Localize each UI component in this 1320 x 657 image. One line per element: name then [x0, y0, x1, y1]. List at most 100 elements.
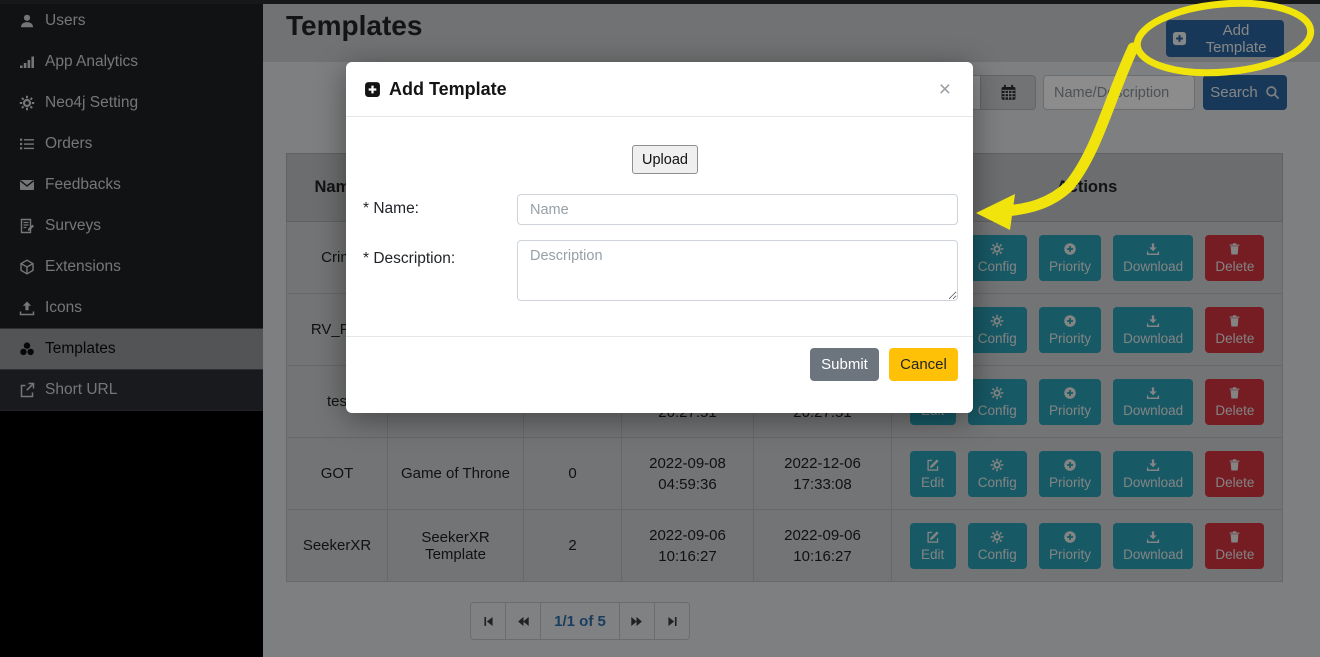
priority-button[interactable]: Priority [1038, 522, 1101, 569]
cancel-button[interactable]: Cancel [889, 348, 958, 381]
delete-button[interactable]: Delete [1205, 306, 1265, 353]
cell-actions: Edit Config Priority Download Delete [891, 365, 1283, 438]
plus-circle-icon [1063, 458, 1077, 472]
page-prev-button[interactable] [506, 602, 541, 640]
sidebar-item-feedbacks[interactable]: Feedbacks [0, 164, 263, 205]
download-button[interactable]: Download [1113, 234, 1194, 281]
delete-label: Delete [1215, 330, 1255, 346]
window-top-edge [0, 0, 1320, 4]
description-field[interactable] [517, 240, 958, 301]
download-button[interactable]: Download [1113, 522, 1194, 569]
sidebar-item-icons[interactable]: Icons [0, 287, 263, 328]
cell-created: 2022-09-08 04:59:36 [621, 437, 754, 510]
sidebar-item-app-analytics[interactable]: App Analytics [0, 41, 263, 82]
sidebar-item-orders[interactable]: Orders [0, 123, 263, 164]
sidebar-item-surveys[interactable]: Surveys [0, 205, 263, 246]
config-button[interactable]: Config [967, 378, 1027, 425]
gear-icon [990, 530, 1004, 544]
shapes-icon [18, 341, 35, 358]
pagination: 1/1 of 5 [470, 602, 690, 640]
edit-icon [926, 530, 940, 544]
modal-title: Add Template [364, 79, 507, 100]
sidebar-item-users[interactable]: Users [0, 0, 263, 41]
delete-button[interactable]: Delete [1205, 522, 1265, 569]
created-time: 04:59:36 [658, 475, 717, 493]
delete-label: Delete [1215, 474, 1255, 490]
page-next-button[interactable] [620, 602, 655, 640]
sidebar-item-label: Feedbacks [45, 175, 121, 193]
trash-icon [1228, 458, 1241, 472]
table-row: GOT Game of Throne 0 2022-09-08 04:59:36… [286, 437, 1283, 510]
download-icon [1146, 386, 1160, 400]
cell-created: 2022-09-06 10:16:27 [621, 509, 754, 582]
cell-name: SeekerXR [286, 509, 388, 582]
config-button[interactable]: Config [967, 450, 1027, 497]
modal-footer: Submit Cancel [346, 336, 973, 413]
updated-time: 17:33:08 [793, 475, 852, 493]
trash-icon [1228, 242, 1241, 256]
cell-updated: 2022-09-06 10:16:27 [753, 509, 892, 582]
sidebar-item-neo4j-setting[interactable]: Neo4j Setting [0, 82, 263, 123]
name-field[interactable] [517, 194, 958, 225]
delete-label: Delete [1215, 258, 1255, 274]
modal-header: Add Template × [346, 62, 973, 117]
delete-label: Delete [1215, 402, 1255, 418]
edit-label: Edit [920, 474, 945, 490]
sidebar-item-extensions[interactable]: Extensions [0, 246, 263, 287]
priority-button[interactable]: Priority [1038, 234, 1101, 281]
download-button[interactable]: Download [1113, 378, 1194, 425]
search-button-label: Search [1210, 84, 1258, 101]
box-icon [18, 258, 35, 275]
page-first-button[interactable] [470, 602, 506, 640]
add-template-modal: Add Template × Upload * Name: * Descript… [346, 62, 973, 413]
edit-icon [926, 458, 940, 472]
page-last-button[interactable] [655, 602, 690, 640]
download-button[interactable]: Download [1113, 306, 1194, 353]
edit-button[interactable]: Edit [909, 522, 956, 569]
gear-icon [990, 458, 1004, 472]
sidebar: Users App Analytics Neo4j Setting Orders… [0, 0, 263, 657]
submit-button[interactable]: Submit [810, 348, 879, 381]
download-button[interactable]: Download [1113, 450, 1194, 497]
created-time: 10:16:27 [658, 547, 717, 565]
config-button[interactable]: Config [967, 234, 1027, 281]
sidebar-item-label: Surveys [45, 216, 101, 234]
priority-button[interactable]: Priority [1038, 450, 1101, 497]
gear-icon [990, 242, 1004, 256]
envelope-icon [18, 176, 35, 193]
updated-time: 10:16:27 [793, 547, 852, 565]
upload-button[interactable]: Upload [632, 145, 698, 174]
edit-button[interactable]: Edit [909, 450, 956, 497]
sidebar-item-templates[interactable]: Templates [0, 328, 263, 370]
config-label: Config [977, 402, 1017, 418]
updated-date: 2022-12-06 [784, 454, 861, 472]
cell-actions: Edit Config Priority Download Delete [891, 437, 1283, 510]
delete-button[interactable]: Delete [1205, 378, 1265, 425]
sidebar-nav: Users App Analytics Neo4j Setting Orders… [0, 0, 263, 411]
cell-name: GOT [286, 437, 388, 510]
priority-button[interactable]: Priority [1038, 378, 1101, 425]
trash-icon [1228, 386, 1241, 400]
bar-chart-icon [18, 53, 35, 70]
priority-button[interactable]: Priority [1038, 306, 1101, 353]
upload-icon [18, 299, 35, 316]
plus-circle-icon [1063, 386, 1077, 400]
close-icon[interactable]: × [935, 77, 955, 102]
cell-updated: 2022-12-06 17:33:08 [753, 437, 892, 510]
plus-square-icon [364, 81, 381, 98]
priority-label: Priority [1048, 330, 1091, 346]
delete-button[interactable]: Delete [1205, 450, 1265, 497]
priority-label: Priority [1048, 546, 1091, 562]
sidebar-item-label: Neo4j Setting [45, 93, 139, 111]
list-icon [18, 135, 35, 152]
cell-description: Game of Throne [387, 437, 524, 510]
config-button[interactable]: Config [967, 306, 1027, 353]
search-icon [1265, 85, 1280, 100]
config-button[interactable]: Config [967, 522, 1027, 569]
sidebar-item-short-url[interactable]: Short URL [0, 370, 263, 411]
search-button[interactable]: Search [1203, 75, 1287, 110]
trash-icon [1228, 530, 1241, 544]
delete-button[interactable]: Delete [1205, 234, 1265, 281]
config-label: Config [977, 474, 1017, 490]
updated-date: 2022-09-06 [784, 526, 861, 544]
